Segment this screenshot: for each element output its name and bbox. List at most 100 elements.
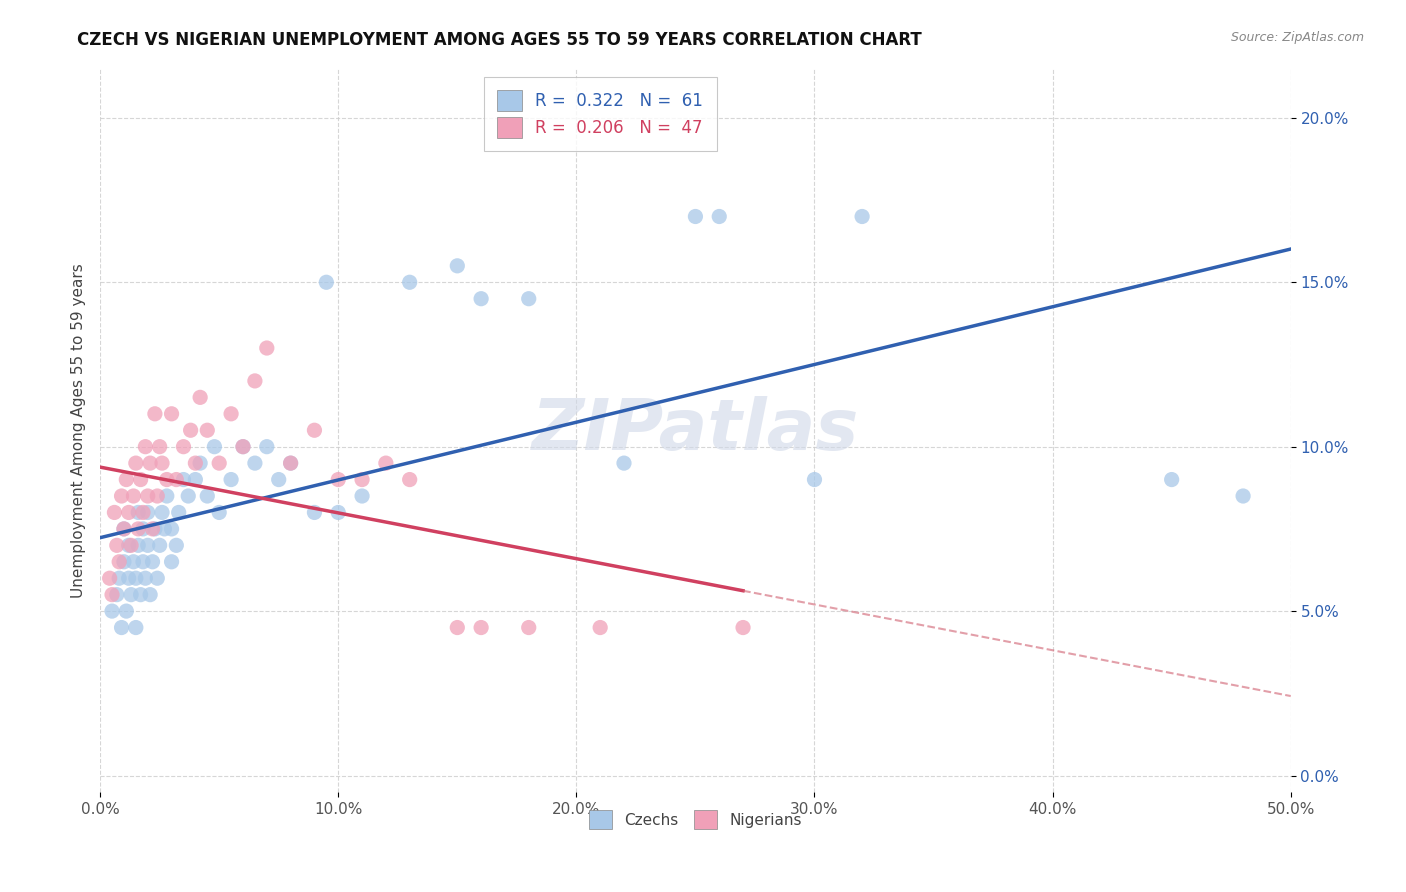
Point (122, 489, 145, 503)
Point (139, 588, 162, 602)
Point (243, 456, 266, 470)
Point (177, 489, 200, 503)
Point (219, 407, 242, 421)
Point (129, 588, 152, 602)
Point (219, 473, 242, 487)
Point (141, 555, 163, 569)
Point (352, 473, 374, 487)
Point (112, 522, 135, 536)
Point (127, 522, 149, 536)
Point (122, 555, 145, 569)
Text: CZECH VS NIGERIAN UNEMPLOYMENT AMONG AGES 55 TO 59 YEARS CORRELATION CHART: CZECH VS NIGERIAN UNEMPLOYMENT AMONG AGE… (77, 31, 922, 49)
Point (517, 292, 540, 306)
Point (110, 621, 132, 635)
Point (352, 489, 374, 503)
Point (156, 473, 179, 487)
Point (118, 571, 141, 585)
Point (136, 489, 159, 503)
Point (150, 456, 173, 470)
Point (139, 456, 162, 470)
Point (398, 473, 420, 487)
Point (280, 456, 302, 470)
Point (120, 538, 142, 552)
Point (851, 210, 873, 224)
Point (195, 489, 218, 503)
Point (374, 456, 396, 470)
Point (1232, 489, 1254, 503)
Point (195, 423, 218, 437)
Point (112, 555, 135, 569)
Point (208, 456, 231, 470)
Point (115, 473, 138, 487)
Point (315, 275, 337, 289)
Point (470, 292, 492, 306)
Point (105, 588, 128, 602)
Point (136, 538, 159, 552)
Y-axis label: Unemployment Among Ages 55 to 59 years: Unemployment Among Ages 55 to 59 years (72, 263, 86, 598)
Point (105, 538, 128, 552)
Point (470, 621, 492, 635)
Point (398, 275, 420, 289)
Point (172, 473, 194, 487)
Point (134, 571, 156, 585)
Text: Source: ZipAtlas.com: Source: ZipAtlas.com (1230, 31, 1364, 45)
Point (184, 473, 207, 487)
Point (118, 538, 141, 552)
Point (101, 588, 124, 602)
Point (112, 522, 135, 536)
Point (108, 571, 131, 585)
Point (127, 505, 149, 519)
Point (110, 489, 132, 503)
Point (103, 505, 125, 519)
Point (108, 555, 131, 569)
Point (256, 440, 278, 454)
Point (115, 604, 138, 618)
Point (267, 473, 290, 487)
Point (165, 473, 187, 487)
Point (167, 505, 190, 519)
Point (132, 522, 155, 536)
Point (160, 407, 183, 421)
Point (98, 571, 121, 585)
Point (304, 423, 326, 437)
Point (136, 505, 159, 519)
Point (101, 604, 124, 618)
Point (180, 423, 202, 437)
Point (232, 440, 254, 454)
Point (328, 473, 350, 487)
Point (132, 555, 155, 569)
Point (256, 341, 278, 355)
Point (125, 621, 148, 635)
Point (517, 621, 540, 635)
Point (304, 505, 326, 519)
Point (149, 538, 172, 552)
Point (232, 440, 254, 454)
Point (208, 505, 231, 519)
Point (160, 522, 183, 536)
Point (613, 456, 636, 470)
Point (153, 522, 176, 536)
Point (446, 621, 468, 635)
Point (589, 621, 612, 635)
Point (143, 407, 166, 421)
Point (685, 210, 707, 224)
Point (146, 571, 169, 585)
Point (125, 571, 148, 585)
Point (188, 456, 211, 470)
Point (143, 522, 166, 536)
Point (446, 259, 468, 273)
Point (184, 456, 207, 470)
Point (156, 489, 179, 503)
Point (1160, 473, 1182, 487)
Point (141, 522, 163, 536)
Point (328, 505, 350, 519)
Legend: Czechs, Nigerians: Czechs, Nigerians (583, 804, 807, 835)
Point (165, 538, 187, 552)
Point (803, 473, 825, 487)
Point (120, 588, 142, 602)
Point (204, 440, 226, 454)
Point (129, 473, 152, 487)
Point (172, 440, 194, 454)
Point (188, 390, 211, 404)
Point (118, 505, 141, 519)
